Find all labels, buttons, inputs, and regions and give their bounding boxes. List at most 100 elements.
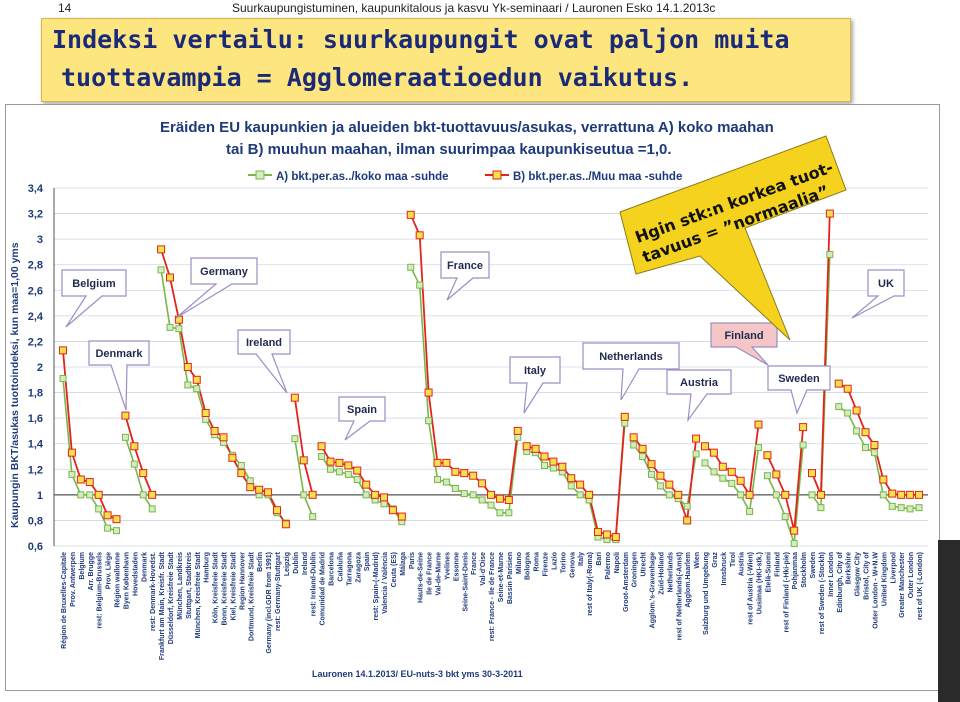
series-a-point [853, 427, 861, 435]
x-tick-label: Seine-Saint-Denis [462, 552, 469, 612]
x-tick-label: Palermo [605, 552, 612, 580]
series-a-point [300, 491, 308, 499]
annotation-callout-shape [619, 135, 847, 341]
series-a-point [701, 459, 709, 467]
series-a-point [781, 513, 789, 521]
series-a-point [719, 474, 727, 482]
chart-title-line-2: tai B) muuhun maahan, ilman suurimpaa ka… [226, 141, 672, 158]
x-tick-label: Dublin [293, 552, 300, 574]
series-b-point [281, 520, 290, 529]
series-b-point [469, 471, 478, 480]
legend-a-label: A) bkt.per.as../koko maa -suhde [276, 171, 449, 183]
callout-label: Netherlands [599, 351, 663, 363]
callout-austria [666, 369, 732, 423]
series-a-point [202, 415, 210, 423]
series-a-point [514, 433, 522, 441]
x-tick-label: rest of Austria (-Wien) [748, 552, 755, 625]
x-tick-label: Hauts-de-Seine [418, 552, 425, 603]
x-tick-label: Graz [712, 552, 719, 568]
series-a-point [291, 435, 299, 443]
series-a-point [469, 491, 477, 499]
x-tick-label: Milano [516, 552, 523, 574]
x-tick-label: rest: Germany-Stuttgart [275, 551, 282, 631]
x-tick-label: rest: Ireland-Dublin [311, 552, 318, 616]
series-a-point [808, 491, 816, 499]
series-b-point [558, 462, 567, 471]
x-tick-label: Région wallonne [115, 552, 122, 608]
x-tick-label: Salzburg und Umgebung [703, 552, 710, 635]
series-a-point [897, 504, 905, 512]
x-tick-label: Hovedstaden [132, 552, 139, 596]
series-b-point [647, 460, 656, 469]
y-tick-label: 1,2 [28, 464, 43, 476]
x-tick-label: Berlin [257, 552, 264, 572]
series-b-point [246, 483, 255, 492]
y-tick-label: 2,8 [28, 260, 43, 272]
series-a-point [906, 505, 914, 513]
series-b-point [790, 526, 799, 535]
x-tick-label: Agglom.'s-Gravenhage [650, 552, 657, 628]
page-number: 14 [58, 1, 72, 15]
series-b-point [897, 490, 906, 499]
callout-italy [509, 356, 561, 414]
x-tick-label: rest of Finland (-Hki-pie) [783, 552, 790, 633]
x-tick-label: Spain [364, 552, 371, 571]
x-tick-label: München, Kreisfreie Stadt [195, 551, 202, 638]
series-b-line [320, 445, 403, 518]
series-a-point [86, 491, 94, 499]
series-b-point [504, 495, 513, 504]
series-b-point [85, 478, 94, 487]
headline-line-1: Indeksi vertailu: suurkaupungit ovat pal… [52, 25, 790, 54]
y-axis-title: Kaupungin BKT/asukas tuottoindeksi, kun … [9, 242, 21, 528]
series-a-point [344, 470, 352, 478]
series-b-point [130, 442, 139, 451]
series-b-point [674, 490, 683, 499]
series-a-line [704, 447, 760, 515]
y-tick-label: 2 [37, 362, 43, 374]
series-a-point [763, 472, 771, 480]
y-tick-label: 2,6 [28, 285, 43, 297]
series-a-point [121, 433, 129, 441]
series-b-point [861, 428, 870, 437]
series-points [59, 209, 923, 547]
presentation-header: Suurkaupungistuminen, kaupunkitalous ja … [232, 1, 716, 15]
series-a-point [335, 468, 343, 476]
series-a-point [656, 482, 664, 490]
series-a-line [124, 437, 153, 510]
callout-denmark [88, 340, 150, 411]
series-a-point [95, 505, 103, 513]
callout-uk [851, 269, 905, 319]
series-b-point [531, 444, 540, 453]
x-tick-label: Bologna [525, 552, 532, 580]
x-axis-labels: Région de Bruxelles-Capitale Prov. Antwer… [61, 551, 924, 660]
x-tick-label: Belgium [79, 552, 86, 580]
series-b-point [799, 423, 808, 432]
series-a-point [755, 444, 762, 452]
series-b-line [838, 382, 919, 496]
series-b-point [326, 457, 335, 466]
series-a-point [505, 509, 513, 517]
series-b-point [433, 458, 442, 467]
x-tick-label: Málaga [400, 552, 407, 576]
series-b-point [487, 490, 495, 499]
x-tick-label: rest of Netherlands(-Amst) [676, 552, 683, 640]
series-a-point [425, 417, 433, 425]
x-tick-label: Groot-Amsterdam [623, 552, 630, 612]
x-tick-label: Outer London [908, 552, 915, 598]
series-b-point [540, 452, 549, 461]
chart-title-line-1: Eräiden EU kaupunkien ja alueiden bkt-tu… [160, 119, 774, 136]
series-a-point [434, 476, 441, 484]
series-a-point [362, 491, 370, 499]
series-b-point [754, 420, 763, 429]
callout-label: Ireland [246, 337, 282, 349]
series-a-point [237, 461, 245, 469]
y-tick-label: 1 [37, 490, 43, 502]
x-tick-label: rest: Spain-(-Madrid) [373, 552, 380, 620]
y-tick-label: 1,4 [28, 439, 44, 451]
series-b-point [406, 210, 415, 219]
series-a-point [862, 444, 869, 452]
x-tick-label: Liverpool [890, 552, 897, 584]
series-b-point [264, 488, 273, 497]
series-b-point [808, 469, 816, 478]
